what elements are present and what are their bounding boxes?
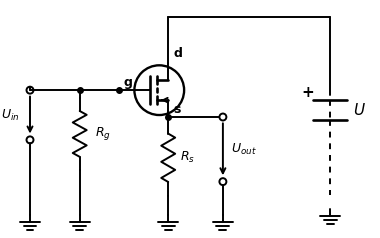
Text: s: s (173, 103, 180, 116)
Text: +: + (301, 85, 314, 100)
Text: U: U (353, 103, 364, 118)
Text: $U_{in}$: $U_{in}$ (1, 108, 19, 123)
Text: g: g (124, 76, 132, 89)
Text: $R_s$: $R_s$ (180, 150, 195, 165)
Text: d: d (173, 47, 182, 60)
Text: $R_g$: $R_g$ (95, 125, 111, 142)
Text: $U_{out}$: $U_{out}$ (231, 142, 256, 157)
